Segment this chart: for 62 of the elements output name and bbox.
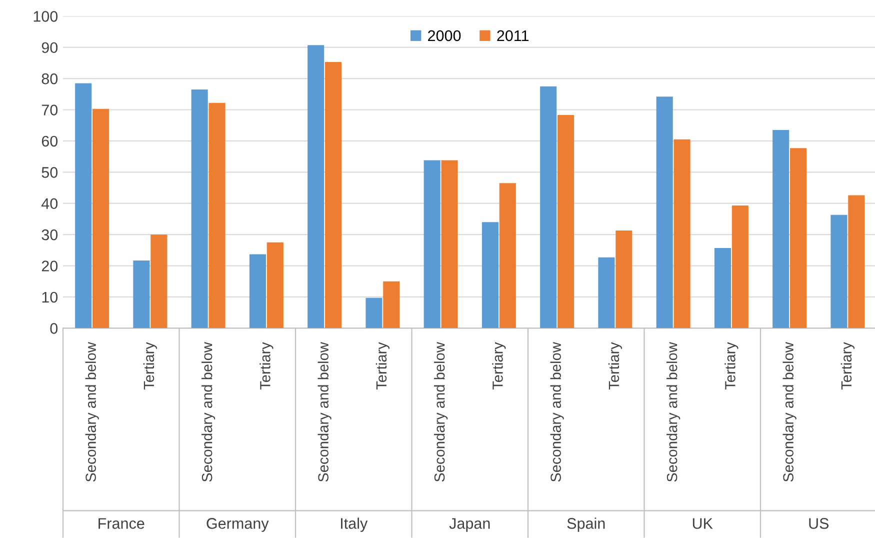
y-tick-label: 0 (50, 323, 58, 334)
bar (714, 248, 731, 328)
text: Italy (341, 518, 368, 532)
bar (75, 83, 92, 328)
bar (732, 206, 748, 328)
text: Germany (206, 518, 269, 532)
text: Spain (567, 518, 605, 532)
bar (558, 115, 574, 328)
y-tick-label: 30 (42, 229, 58, 240)
bar (191, 89, 208, 328)
bar (441, 160, 458, 328)
bar (208, 102, 226, 328)
y-tick-label: 20 (42, 260, 58, 272)
y-tick-label: 100 (34, 11, 58, 22)
bar (540, 86, 557, 328)
y-tick-label: 60 (42, 136, 58, 147)
bar (616, 230, 632, 328)
x-tick-label: Tertiary (376, 342, 390, 390)
bar (325, 62, 342, 328)
y-tick-label: 50 (42, 167, 58, 178)
bar (848, 195, 865, 328)
y-tick-label: 70 (42, 104, 58, 116)
legend-label: 2000 (428, 30, 461, 42)
x-tick-label: Tertiary (840, 342, 854, 390)
y-tick-label: 90 (42, 42, 58, 54)
bar (92, 108, 110, 328)
x-tick-label: Tertiary (143, 342, 157, 390)
x-tick-label: Secondary and below (202, 342, 216, 482)
bar (266, 242, 284, 328)
bar (674, 139, 690, 328)
x-tick-label: Secondary and below (434, 342, 448, 482)
x-tick-label: Secondary and below (85, 342, 99, 482)
bar (150, 234, 168, 328)
bar (249, 254, 266, 328)
text: UK (692, 518, 713, 529)
x-tick-label: Tertiary (724, 342, 738, 390)
legend-label: 2011 (497, 30, 529, 42)
x-tick-label: Secondary and below (550, 342, 564, 482)
text: France (98, 518, 144, 529)
x-tick-label: Tertiary (608, 342, 622, 390)
y-tick-label: 10 (42, 292, 58, 303)
y-tick-label: 80 (42, 73, 58, 84)
bar (424, 160, 440, 328)
x-tick-label: Secondary and below (666, 342, 680, 482)
x-tick-label: Secondary and below (782, 342, 796, 482)
x-tick-label: Tertiary (260, 342, 274, 390)
bar (366, 298, 382, 328)
bar (598, 257, 615, 328)
bar (772, 130, 790, 328)
bar (482, 222, 498, 328)
bar (499, 183, 516, 328)
text: Japan (449, 518, 490, 532)
bar (656, 96, 673, 328)
x-tick-label: Tertiary (492, 342, 506, 390)
text: US (809, 518, 829, 529)
bar (830, 214, 848, 328)
bar (133, 260, 150, 328)
x-tick-label: Secondary and below (318, 342, 332, 482)
bar (383, 281, 400, 328)
y-tick-label: 40 (42, 198, 58, 210)
bar (790, 148, 807, 328)
bar (308, 45, 324, 328)
